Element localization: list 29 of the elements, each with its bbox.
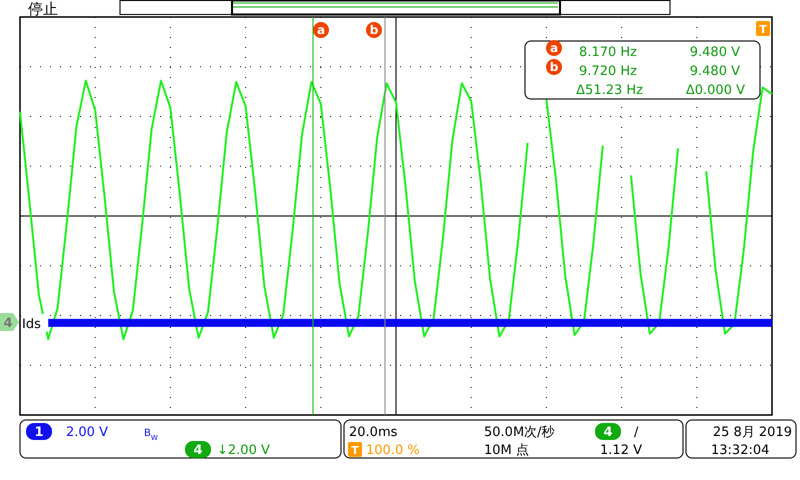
text: a (550, 41, 558, 55)
text: 1 (34, 425, 44, 440)
text: / (634, 425, 639, 440)
text: 20.0ms (349, 425, 398, 440)
text: 8.170 Hz (579, 45, 638, 60)
text: 10M 点 (484, 443, 529, 458)
text: a (316, 23, 326, 37)
series-label: Ids (22, 316, 42, 332)
annotation: Δ51.23 Hz (576, 83, 644, 98)
annotation: Δ0.000 V (686, 83, 746, 98)
text: T (759, 23, 768, 36)
text: 1.12 V (600, 443, 642, 458)
text: ↓2.00 V (217, 443, 270, 458)
text: 4 (193, 443, 203, 458)
text: 50.0M次/秒 (484, 425, 555, 440)
text: b (550, 60, 559, 74)
text: 4 (603, 425, 613, 440)
text: b (370, 23, 379, 37)
text: 9.480 V (690, 64, 740, 79)
text: 9.480 V (690, 45, 740, 60)
text: 停止 (28, 0, 58, 18)
text: B$_{W}$ (144, 428, 158, 442)
text: 100.0 % (366, 443, 420, 458)
text: 4 (3, 316, 13, 331)
text: 9.720 Hz (579, 64, 638, 79)
text: 13:32:04 (711, 443, 770, 458)
text: T (351, 444, 360, 457)
text: 2.00 V (66, 425, 108, 440)
text: 25 8月 2019 (712, 425, 792, 440)
